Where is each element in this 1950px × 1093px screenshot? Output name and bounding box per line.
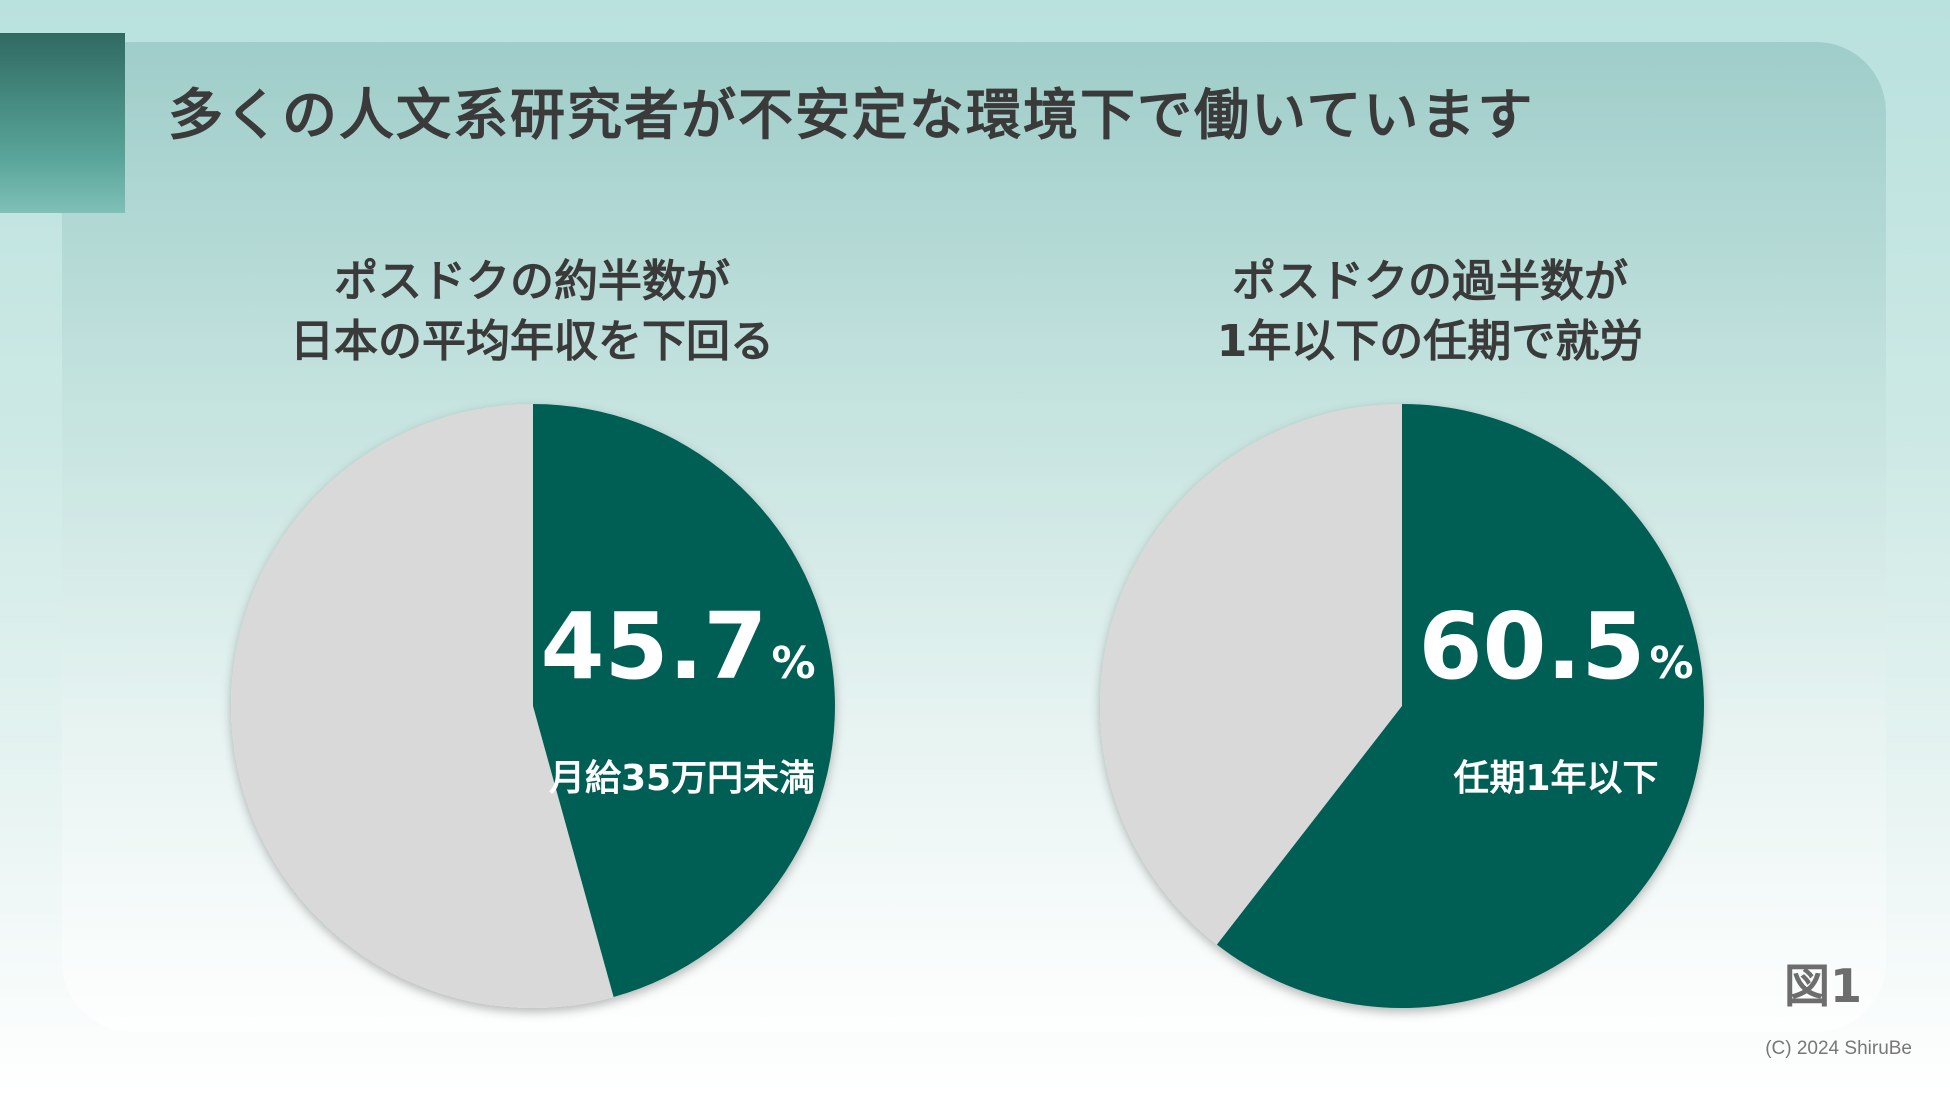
pie-left-subtitle-line1: ポスドクの約半数が xyxy=(334,256,730,307)
title-accent-bar xyxy=(0,33,125,213)
pie-left-value-unit: % xyxy=(771,638,815,689)
pie-left-subtitle-line2: 日本の平均年収を下回る xyxy=(290,316,774,367)
pie-right-slice-label: 任期1年以下 xyxy=(1453,758,1658,799)
pie-right-subtitle: ポスドクの過半数が 1年以下の任期で就労 xyxy=(1050,252,1810,372)
pie-right-subtitle-line2: 1年以下の任期で就労 xyxy=(1216,316,1644,367)
pie-chart-right xyxy=(1100,404,1704,1008)
pie-right-subtitle-line1: ポスドクの過半数が xyxy=(1232,256,1628,307)
pie-right-value: 60.5% xyxy=(1418,593,1693,700)
pie-left-value-number: 45.7 xyxy=(540,593,767,700)
pie-chart-left xyxy=(231,404,835,1008)
pie-left-slice-label: 月給35万円未満 xyxy=(549,758,815,799)
copyright-notice: (C) 2024 ShiruBe xyxy=(1765,1038,1912,1059)
page-title: 多くの人文系研究者が不安定な環境下で働いています xyxy=(168,83,1535,147)
pie-right-highlight-slice xyxy=(1216,404,1704,1008)
pie-left-highlight-slice xyxy=(533,404,835,998)
pie-left-value: 45.7% xyxy=(540,593,815,700)
pie-left-subtitle: ポスドクの約半数が 日本の平均年収を下回る xyxy=(152,252,912,372)
figure-label: 図1 xyxy=(1783,959,1862,1013)
pie-right-value-number: 60.5 xyxy=(1418,593,1645,700)
pie-right-value-unit: % xyxy=(1649,638,1693,689)
